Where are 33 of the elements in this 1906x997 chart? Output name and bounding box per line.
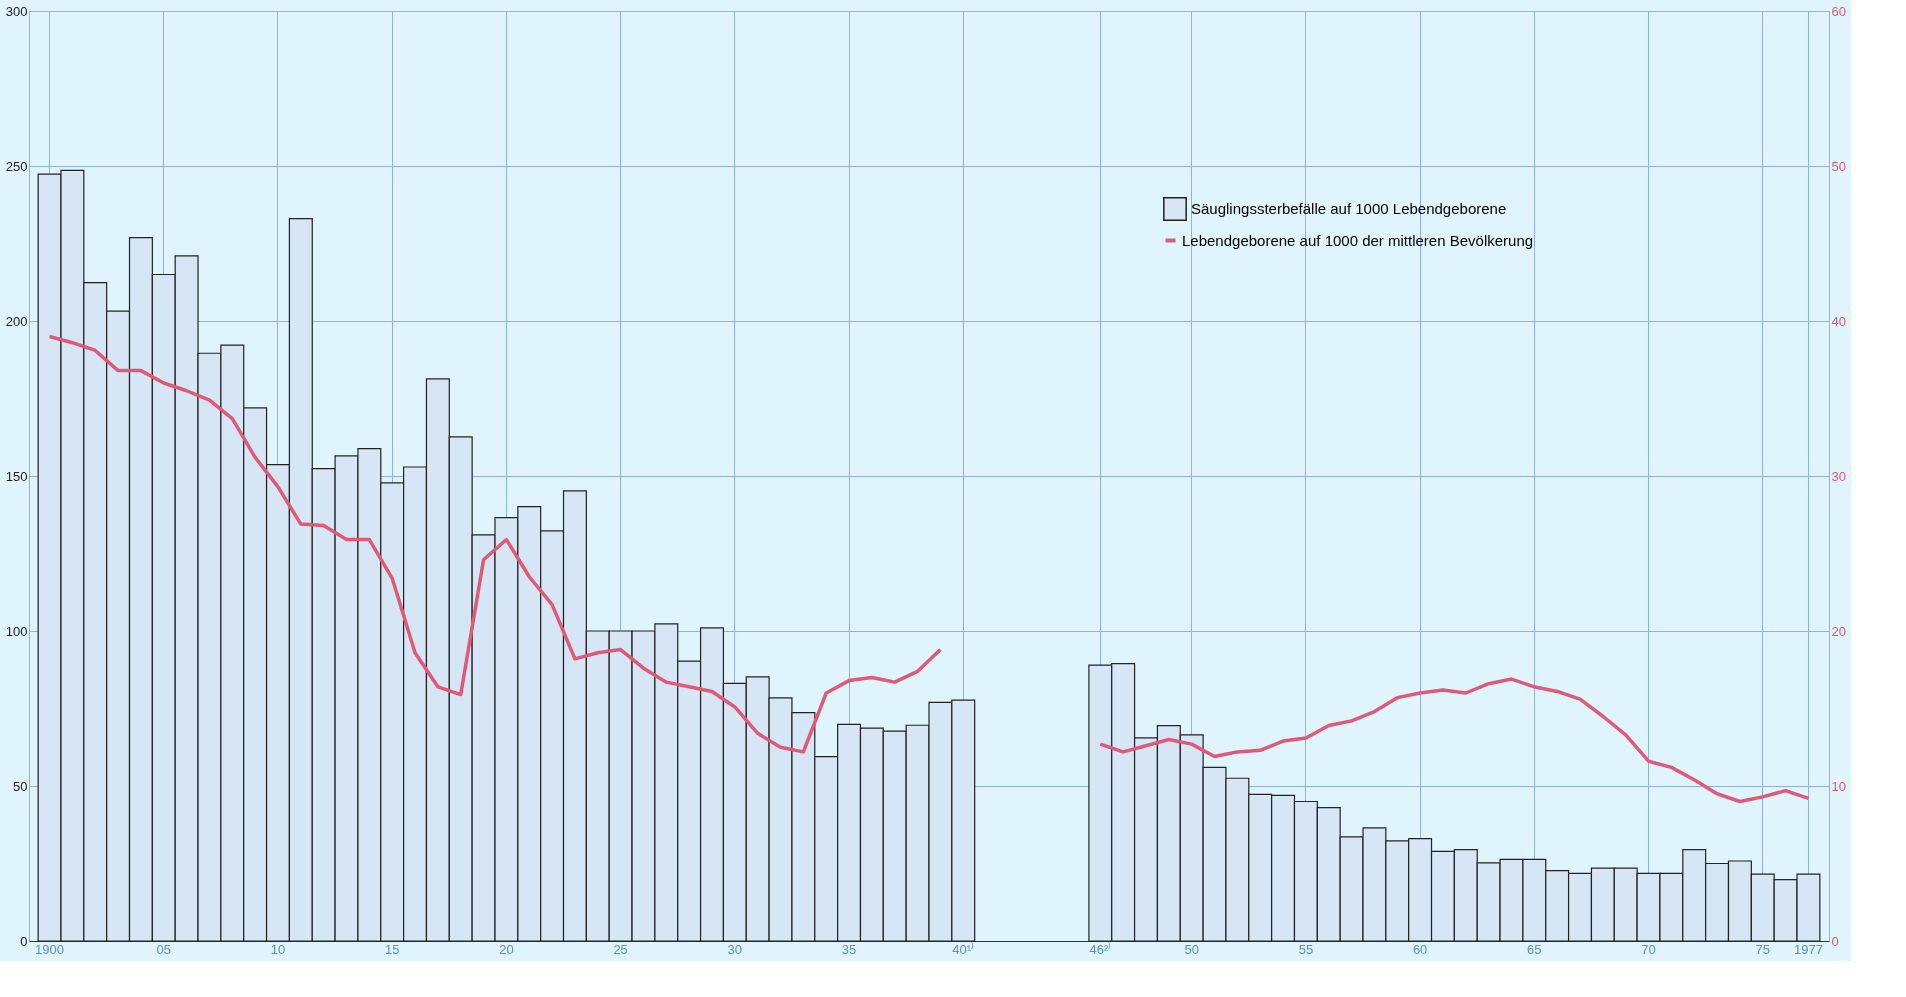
- x-tick-label: 1977: [1793, 941, 1823, 957]
- y-tick-label: 150: [5, 468, 28, 484]
- x-tick-label: 65: [1527, 941, 1542, 957]
- y2-tick-label: 50: [1831, 158, 1846, 174]
- y2-tick-label: 0: [1831, 933, 1839, 949]
- legend-label: Lebendgeborene auf 1000 der mittleren Bevölkerung: [1182, 231, 1534, 249]
- x-tick-label: 75: [1755, 941, 1770, 957]
- x-tick-label: 35: [841, 941, 857, 957]
- x-tick-label: 55: [1298, 941, 1314, 957]
- x-tick-label: 60: [1412, 941, 1428, 957]
- y-tick-label: 100: [5, 623, 28, 639]
- y-tick-label: 300: [5, 3, 28, 19]
- y2-tick-label: 60: [1831, 3, 1846, 19]
- y-tick-label: 0: [20, 933, 28, 949]
- y-tick-label: 250: [5, 158, 28, 174]
- y2-tick-label: 20: [1831, 623, 1846, 639]
- y2-tick-label: 40: [1831, 313, 1846, 329]
- x-tick-label: 40¹⁾: [952, 941, 975, 957]
- y-tick-label: 50: [13, 778, 28, 794]
- y2-tick-label: 30: [1831, 468, 1846, 484]
- x-tick-label: 1900: [35, 941, 65, 957]
- y2-tick-label: 10: [1831, 778, 1846, 794]
- x-tick-label: 70: [1641, 941, 1656, 957]
- legend-label: Säuglingssterbefälle auf 1000 Lebendgeborene: [1191, 200, 1507, 217]
- x-tick-label: 20: [499, 941, 514, 957]
- x-tick-label: 25: [613, 941, 628, 957]
- x-tick-label: 10: [270, 941, 286, 957]
- x-tick-label: 30: [727, 941, 743, 957]
- x-tick-label: 46²⁾: [1089, 941, 1112, 957]
- x-tick-label: 50: [1184, 941, 1199, 957]
- x-tick-label: 15: [384, 941, 400, 957]
- y-tick-label: 200: [5, 313, 28, 329]
- x-tick-label: 05: [156, 941, 172, 957]
